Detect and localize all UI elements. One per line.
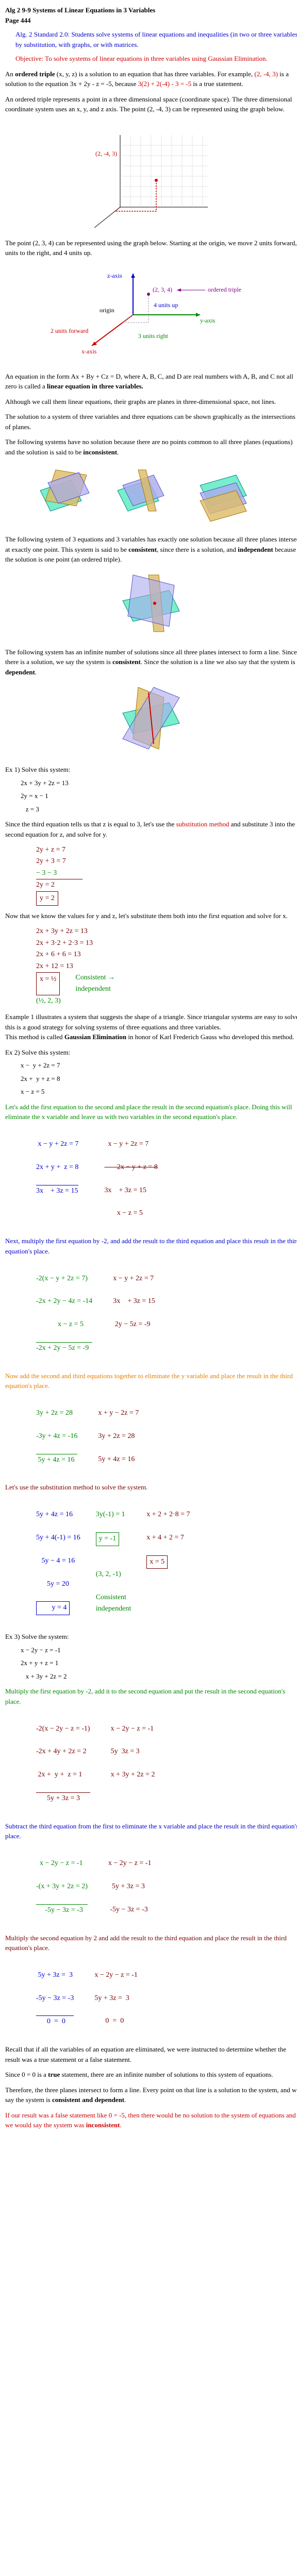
standard: Alg. 2 Standard 2.0: Students solve syst…	[15, 29, 297, 49]
ex1-step2: Now that we know the values for y and z,…	[5, 911, 297, 921]
planes-line	[102, 682, 205, 759]
svg-text:z-axis: z-axis	[107, 272, 122, 279]
example-1: Ex 1) Solve this system: 2x + 3y + 2z = …	[5, 765, 297, 814]
handwork-4: -2(x − y + 2z = 7) -2x + 2y − 4z = -14 x…	[36, 1261, 297, 1366]
header: Alg 2 9-9 Systems of Linear Equations in…	[5, 5, 297, 25]
handwork-1: 2y + z = 7 2y + 3 = 7 − 3 − 3 2y = 2 y =…	[36, 844, 297, 906]
objective: Objective: To solve systems of linear eq…	[15, 54, 297, 64]
linear-eq-def: An equation in the form Ax + By + Cz = D…	[5, 371, 297, 392]
true-stmt: Since 0 = 0 is a true statement, there a…	[5, 2070, 297, 2080]
planes-note: Although we call them linear equations, …	[5, 397, 297, 407]
ex2-step1: Let's add the first equation to the seco…	[5, 1102, 297, 1122]
handwork-2: 2x + 3y + 2z = 13 2x + 3·2 + 2·3 = 13 2x…	[36, 926, 297, 1007]
handwork-8: x − 2y − z = -1 -(x + 3y + 2z = 2) -5y −…	[36, 1846, 297, 1928]
inconsistent-intro: The following systems have no solution b…	[5, 437, 297, 457]
svg-text:y-axis: y-axis	[200, 317, 216, 324]
consistent-dep: The following system has an infinite num…	[5, 647, 297, 677]
svg-text:(2, -4, 3): (2, -4, 3)	[95, 150, 117, 157]
svg-text:4 units up: 4 units up	[154, 301, 178, 309]
page: Page 444	[5, 15, 297, 26]
example-2: Ex 2) Solve this system: x − y + 2z = 7 …	[5, 1047, 297, 1097]
gaussian-intro: Example 1 illustrates a system that sugg…	[5, 1012, 297, 1042]
ex1-step1: Since the third equation tells us that z…	[5, 819, 297, 839]
consistent-indep: The following system of 3 equations and …	[5, 534, 297, 565]
handwork-5: 3y + 2z = 28 -3y + 4z = -16 5y + 4z = 16…	[36, 1396, 297, 1478]
planes-inconsistent	[25, 462, 283, 529]
svg-text:ordered triple: ordered triple	[208, 286, 241, 293]
ex3-step2: Subtract the third equation from the fir…	[5, 1821, 297, 1841]
title: Alg 2 9-9 Systems of Linear Equations in…	[5, 5, 297, 15]
handwork-6: 5y + 4z = 16 5y + 4(-1) = 16 5y − 4 = 16…	[36, 1498, 297, 1626]
svg-text:3 units right: 3 units right	[138, 332, 169, 340]
ordered-triple-def: An ordered triple (x, y, z) is a solutio…	[5, 69, 297, 89]
planes-one-point	[102, 570, 205, 642]
graph-2-intro: The point (2, 3, 4) can be represented u…	[5, 238, 297, 258]
ex3-step1: Multiply the first equation by -2, add i…	[5, 1686, 297, 1706]
handwork-3: x − y + 2z = 7 2x + y + z = 8 3x + 3z = …	[36, 1127, 297, 1231]
svg-text:x-axis: x-axis	[81, 348, 97, 355]
ex2-step3: Now add the second and third equations t…	[5, 1371, 297, 1391]
ex3-step3: Multiply the second equation by 2 and ad…	[5, 1933, 297, 1953]
ex2-step4: Let's use the substitution method to sol…	[5, 1482, 297, 1493]
svg-text:origin: origin	[100, 307, 114, 314]
coord-space-intro: An ordered triple represents a point in …	[5, 94, 297, 114]
false-stmt: If our result was a false statement like…	[5, 2110, 297, 2130]
line-intersect: Therefore, the three planes intersect to…	[5, 2085, 297, 2105]
example-3: Ex 3) Solve the system: x − 2y − z = -1 …	[5, 1632, 297, 1681]
graph-2: z-axis (2, 3, 4) ordered triple origin 4…	[45, 263, 262, 366]
handwork-7: -2(x − 2y − z = -1) -2x + 4y + 2z = 2 2x…	[36, 1711, 297, 1816]
svg-text:(2, 3, 4): (2, 3, 4)	[153, 286, 172, 293]
solution-graphical: The solution to a system of three variab…	[5, 412, 297, 432]
graph-1: (2, -4, 3)	[89, 120, 218, 233]
recall-elim: Recall that if all the variables of an e…	[5, 2044, 297, 2064]
ex2-step2: Next, multiply the first equation by -2,…	[5, 1236, 297, 1256]
handwork-9: 5y + 3z = 3 -5y − 3z = -3 0 = 0 x − 2y −…	[36, 1958, 297, 2040]
svg-text:2 units forward: 2 units forward	[51, 327, 88, 334]
